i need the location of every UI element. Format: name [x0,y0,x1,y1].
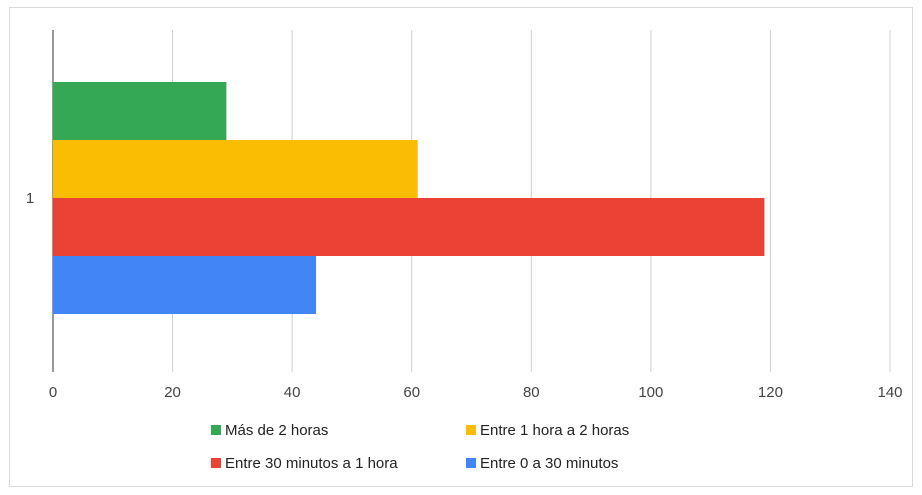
bar [53,82,227,140]
legend-item: Más de 2 horas [211,422,328,439]
legend-label: Entre 0 a 30 minutos [480,455,618,472]
legend-swatch [211,458,221,468]
x-tick-label: 60 [403,384,420,401]
x-tick-label: 140 [877,384,902,401]
x-tick-label: 40 [284,384,301,401]
x-tick-label: 80 [523,384,540,401]
legend-label: Entre 30 minutos a 1 hora [225,455,398,472]
legend-item: Entre 30 minutos a 1 hora [211,455,398,472]
legend-swatch [466,458,476,468]
legend-item: Entre 0 a 30 minutos [466,455,618,472]
bars [53,82,765,314]
legend-swatch [211,425,221,435]
bar [53,140,418,198]
x-tick-label: 0 [49,384,57,401]
y-category-label: 1 [26,190,34,207]
legend: Más de 2 horas Entre 1 hora a 2 horas Entr… [211,422,629,472]
x-tick-label: 100 [638,384,663,401]
legend-swatch [466,425,476,435]
x-tick-label: 120 [758,384,783,401]
legend-item: Entre 1 hora a 2 horas [466,422,629,439]
bar [53,256,317,314]
x-tick-label: 20 [164,384,181,401]
bar [53,198,765,256]
axis-labels: 0 20 40 60 80 100 120 140 1 [26,190,903,401]
legend-label: Entre 1 hora a 2 horas [480,422,629,439]
legend-label: Más de 2 horas [225,422,328,439]
